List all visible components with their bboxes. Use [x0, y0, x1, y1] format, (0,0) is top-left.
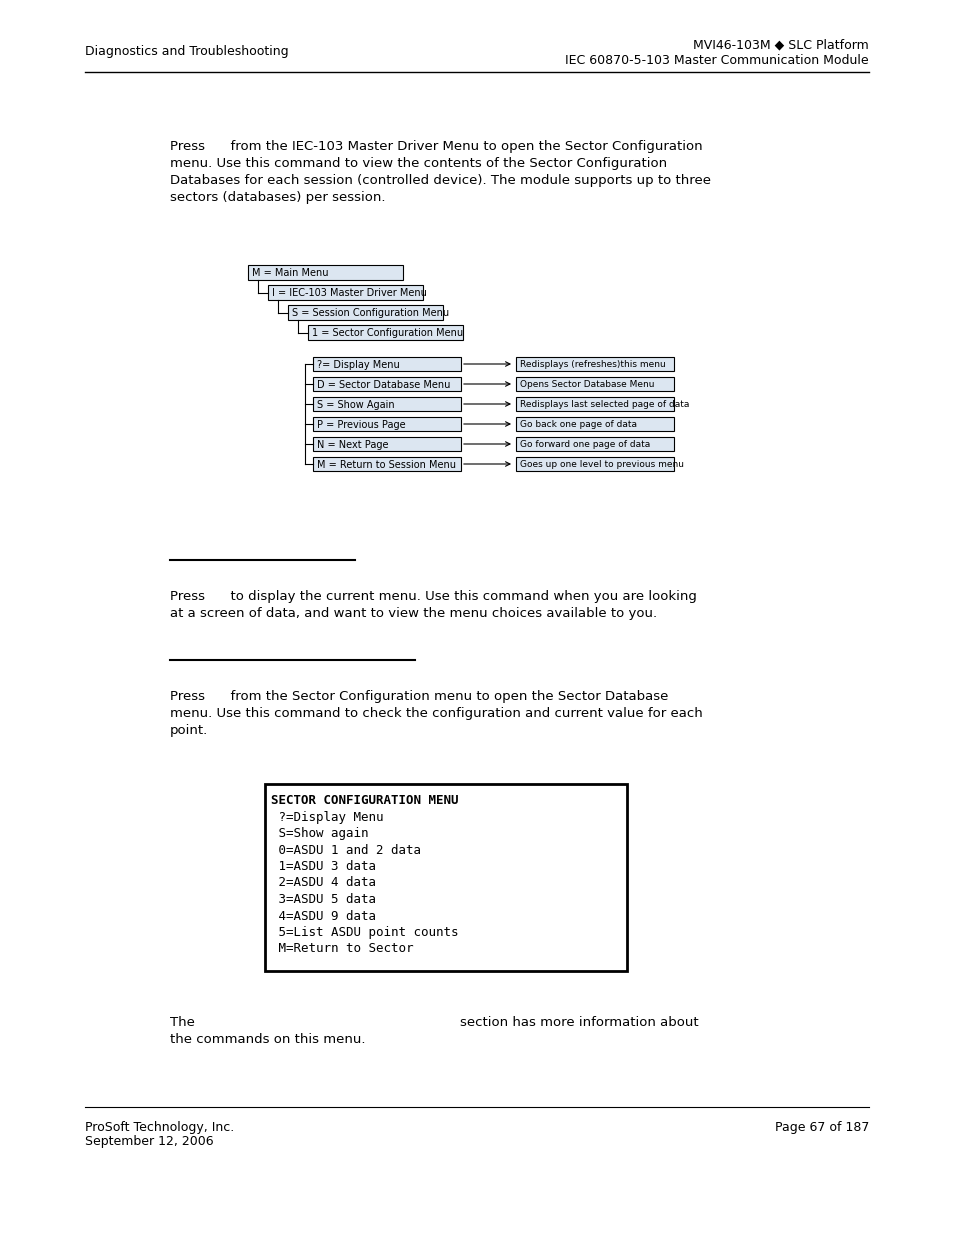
Text: S = Session Configuration Menu: S = Session Configuration Menu [292, 308, 449, 317]
Text: S=Show again: S=Show again [271, 827, 368, 840]
Text: 2=ASDU 4 data: 2=ASDU 4 data [271, 877, 375, 889]
Text: SECTOR CONFIGURATION MENU: SECTOR CONFIGURATION MENU [271, 794, 458, 806]
Text: Redisplays last selected page of data: Redisplays last selected page of data [519, 400, 689, 409]
Text: the commands on this menu.: the commands on this menu. [170, 1032, 365, 1046]
FancyBboxPatch shape [288, 305, 442, 320]
FancyBboxPatch shape [313, 357, 460, 370]
FancyBboxPatch shape [308, 325, 462, 340]
Text: M = Main Menu: M = Main Menu [252, 268, 328, 278]
Text: sectors (databases) per session.: sectors (databases) per session. [170, 191, 385, 204]
Text: M=Return to Sector: M=Return to Sector [271, 942, 413, 956]
FancyBboxPatch shape [516, 377, 673, 391]
Text: 3=ASDU 5 data: 3=ASDU 5 data [271, 893, 375, 906]
FancyBboxPatch shape [248, 266, 402, 280]
Text: at a screen of data, and want to view the menu choices available to you.: at a screen of data, and want to view th… [170, 606, 657, 620]
Text: Goes up one level to previous menu: Goes up one level to previous menu [519, 459, 683, 469]
FancyBboxPatch shape [516, 357, 673, 370]
Text: 0=ASDU 1 and 2 data: 0=ASDU 1 and 2 data [271, 844, 420, 857]
Text: D = Sector Database Menu: D = Sector Database Menu [316, 379, 450, 389]
Text: MVI46-103M ◆ SLC Platform: MVI46-103M ◆ SLC Platform [693, 38, 868, 52]
FancyBboxPatch shape [268, 285, 422, 300]
Text: September 12, 2006: September 12, 2006 [85, 1135, 213, 1149]
FancyBboxPatch shape [265, 784, 626, 971]
Text: 4=ASDU 9 data: 4=ASDU 9 data [271, 909, 375, 923]
Text: N = Next Page: N = Next Page [316, 440, 388, 450]
Text: section has more information about: section has more information about [459, 1016, 698, 1029]
FancyBboxPatch shape [313, 457, 460, 471]
Text: Go back one page of data: Go back one page of data [519, 420, 637, 429]
Text: Press      from the IEC-103 Master Driver Menu to open the Sector Configuration: Press from the IEC-103 Master Driver Men… [170, 140, 702, 153]
Text: Opens Sector Database Menu: Opens Sector Database Menu [519, 380, 654, 389]
Text: 1=ASDU 3 data: 1=ASDU 3 data [271, 860, 375, 873]
FancyBboxPatch shape [313, 377, 460, 391]
Text: S = Show Again: S = Show Again [316, 399, 395, 410]
Text: I = IEC-103 Master Driver Menu: I = IEC-103 Master Driver Menu [272, 288, 426, 298]
Text: IEC 60870-5-103 Master Communication Module: IEC 60870-5-103 Master Communication Mod… [565, 53, 868, 67]
Text: ?= Display Menu: ?= Display Menu [316, 359, 399, 369]
Text: Press      to display the current menu. Use this command when you are looking: Press to display the current menu. Use t… [170, 590, 696, 603]
Text: M = Return to Session Menu: M = Return to Session Menu [316, 459, 456, 469]
FancyBboxPatch shape [516, 457, 673, 471]
FancyBboxPatch shape [516, 396, 673, 411]
Text: 1 = Sector Configuration Menu: 1 = Sector Configuration Menu [312, 329, 462, 338]
FancyBboxPatch shape [313, 396, 460, 411]
Text: Press      from the Sector Configuration menu to open the Sector Database: Press from the Sector Configuration menu… [170, 690, 668, 703]
FancyBboxPatch shape [516, 437, 673, 451]
Text: Page 67 of 187: Page 67 of 187 [774, 1121, 868, 1134]
Text: 5=List ASDU point counts: 5=List ASDU point counts [271, 926, 458, 939]
Text: Databases for each session (controlled device). The module supports up to three: Databases for each session (controlled d… [170, 174, 710, 186]
FancyBboxPatch shape [313, 417, 460, 431]
Text: menu. Use this command to check the configuration and current value for each: menu. Use this command to check the conf… [170, 706, 702, 720]
Text: ProSoft Technology, Inc.: ProSoft Technology, Inc. [85, 1121, 234, 1134]
Text: Diagnostics and Troubleshooting: Diagnostics and Troubleshooting [85, 46, 289, 58]
FancyBboxPatch shape [516, 417, 673, 431]
FancyBboxPatch shape [313, 437, 460, 451]
Text: Go forward one page of data: Go forward one page of data [519, 440, 650, 450]
Text: Redisplays (refreshes)this menu: Redisplays (refreshes)this menu [519, 359, 665, 369]
Text: point.: point. [170, 724, 208, 737]
Text: P = Previous Page: P = Previous Page [316, 420, 405, 430]
Text: The: The [170, 1016, 194, 1029]
Text: ?=Display Menu: ?=Display Menu [271, 810, 383, 824]
Text: menu. Use this command to view the contents of the Sector Configuration: menu. Use this command to view the conte… [170, 157, 666, 170]
